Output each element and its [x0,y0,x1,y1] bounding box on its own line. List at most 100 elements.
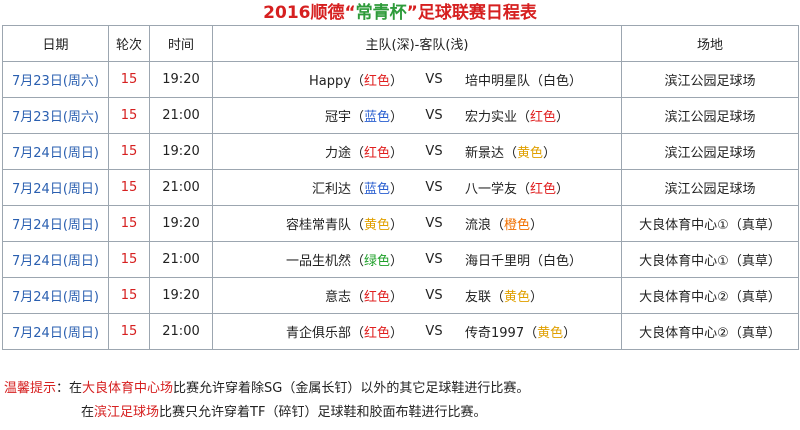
match-round: 15 [108,205,150,242]
home-team: Happy（红色） [309,74,403,89]
away-kit-color: 黄色 [504,290,531,305]
match-teams: 力途（红色） VS 新景达（黄色） [212,133,622,170]
home-team-name: 青企俱乐部 [285,326,351,341]
match-round: 15 [108,241,150,278]
title-part-3: ”足球联赛日程表 [406,3,537,23]
match-teams: 冠宇（蓝色） VS 宏力实业（红色） [212,97,622,134]
match-venue: 滨江公园足球场 [621,61,799,98]
away-kit-color: 白色 [543,254,570,269]
match-date: 7月24日(周日) [2,169,109,206]
away-team-name: 宏力实业 [465,110,518,125]
home-kit-color: 黄色 [363,218,390,233]
home-kit-color: 红色 [363,146,390,161]
match-round: 15 [108,169,150,206]
header-round: 轮次 [108,25,150,62]
match-round: 15 [108,277,150,314]
match-date: 7月23日(周六) [2,61,109,98]
away-kit-color: 红色 [530,110,557,125]
match-teams: 汇利达（蓝色） VS 八一学友（红色） [212,169,622,206]
home-team: 力途（红色） [324,146,403,161]
vs-label: VS [425,180,443,195]
match-time: 21:00 [149,169,213,206]
match-venue: 滨江公园足球场 [621,133,799,170]
match-row: 7月23日(周六) 15 21:00 冠宇（蓝色） VS 宏力实业（红色） 滨江公园足球场 [2,97,799,134]
header-venue: 场地 [621,25,799,62]
match-date: 7月24日(周日) [2,277,109,314]
schedule-table: 日期 轮次 时间 主队(深)-客队(浅) 场地 7月23日(周六) 15 19:20… [2,25,799,350]
home-team: 一品生机然（绿色） [285,254,403,269]
match-teams: 一品生机然（绿色） VS 海日千里明（白色） [212,241,622,278]
note-pre-2: 在 [81,405,95,420]
away-team: 流浪（橙色） [465,218,544,233]
away-kit-color: 橙色 [504,218,531,233]
match-row: 7月24日(周日) 15 19:20 力途（红色） VS 新景达（黄色） 滨江公园足球场 [2,133,799,170]
match-teams: 容桂常青队（黄色） VS 流浪（橙色） [212,205,622,242]
match-date: 7月24日(周日) [2,133,109,170]
note-sep: ：在 [56,381,83,396]
match-round: 15 [108,313,150,350]
match-venue: 大良体育中心②（真草） [621,313,799,350]
home-team: 青企俱乐部（红色） [285,326,403,341]
vs-label: VS [425,324,443,339]
home-kit-color: 绿色 [363,254,390,269]
header-match: 主队(深)-客队(浅) [212,25,622,62]
note-venue-2: 滨江足球场 [94,405,160,420]
vs-label: VS [425,252,443,267]
match-time: 19:20 [149,133,213,170]
away-kit-color: 黄色 [537,326,564,341]
match-teams: 意志（红色） VS 友联（黄色） [212,277,622,314]
home-team: 容桂常青队（黄色） [285,218,403,233]
match-date: 7月24日(周日) [2,241,109,278]
match-time: 21:00 [149,313,213,350]
match-date: 7月24日(周日) [2,313,109,350]
away-team-name: 新景达 [465,146,505,161]
home-kit-color: 蓝色 [363,182,390,197]
match-time: 19:20 [149,61,213,98]
match-time: 21:00 [149,97,213,134]
home-team-name: 一品生机然 [285,254,351,269]
match-row: 7月24日(周日) 15 21:00 青企俱乐部（红色） VS 传奇1997（黄色） 大良体… [2,313,799,350]
vs-label: VS [425,216,443,231]
away-team: 八一学友（红色） [465,182,570,197]
match-row: 7月24日(周日) 15 21:00 一品生机然（绿色） VS 海日千里明（白色） 大良体育… [2,241,799,278]
match-row: 7月24日(周日) 15 21:00 汇利达（蓝色） VS 八一学友（红色） 滨江公园足球场 [2,169,799,206]
match-time: 19:20 [149,277,213,314]
vs-label: VS [425,72,443,87]
home-kit-color: 红色 [363,74,390,89]
away-kit-color: 白色 [543,74,570,89]
home-team: 冠宇（蓝色） [324,110,403,125]
away-kit-color: 黄色 [517,146,544,161]
home-team: 意志（红色） [324,290,403,305]
away-team: 新景达（黄色） [465,146,557,161]
match-venue: 滨江公园足球场 [621,97,799,134]
match-row: 7月23日(周六) 15 19:20 Happy（红色） VS 培中明星队（白色） 滨江公园… [2,61,799,98]
match-date: 7月23日(周六) [2,97,109,134]
home-team-name: 意志 [324,290,351,305]
vs-label: VS [425,108,443,123]
home-kit-color: 红色 [363,326,390,341]
match-round: 15 [108,133,150,170]
away-kit-color: 红色 [530,182,557,197]
title-part-1: 2016顺德“ [263,3,356,23]
away-team: 宏力实业（红色） [465,110,570,125]
note-rest-1: 比赛允许穿着除SG（金属长钉）以外的其它足球鞋进行比赛。 [173,381,530,396]
away-team: 培中明星队（白色） [465,74,583,89]
note-label: 温馨提示 [4,381,57,396]
page-title: 2016顺德“常青杯”足球联赛日程表 [0,0,800,26]
match-venue: 滨江公园足球场 [621,169,799,206]
match-teams: 青企俱乐部（红色） VS 传奇1997（黄色） [212,313,622,350]
match-date: 7月24日(周日) [2,205,109,242]
match-time: 21:00 [149,241,213,278]
away-team: 海日千里明（白色） [465,254,583,269]
home-team-name: 容桂常青队 [285,218,351,233]
vs-label: VS [425,288,443,303]
home-kit-color: 红色 [363,290,390,305]
title-cup-name: 常青杯 [355,3,407,23]
home-team-name: 汇利达 [311,182,351,197]
header-time: 时间 [149,25,213,62]
home-kit-color: 蓝色 [363,110,390,125]
match-venue: 大良体育中心②（真草） [621,277,799,314]
note-venue-1: 大良体育中心场 [82,381,174,396]
match-row: 7月24日(周日) 15 19:20 容桂常青队（黄色） VS 流浪（橙色） 大良体育中心①… [2,205,799,242]
away-team-name: 传奇1997 [465,326,525,341]
